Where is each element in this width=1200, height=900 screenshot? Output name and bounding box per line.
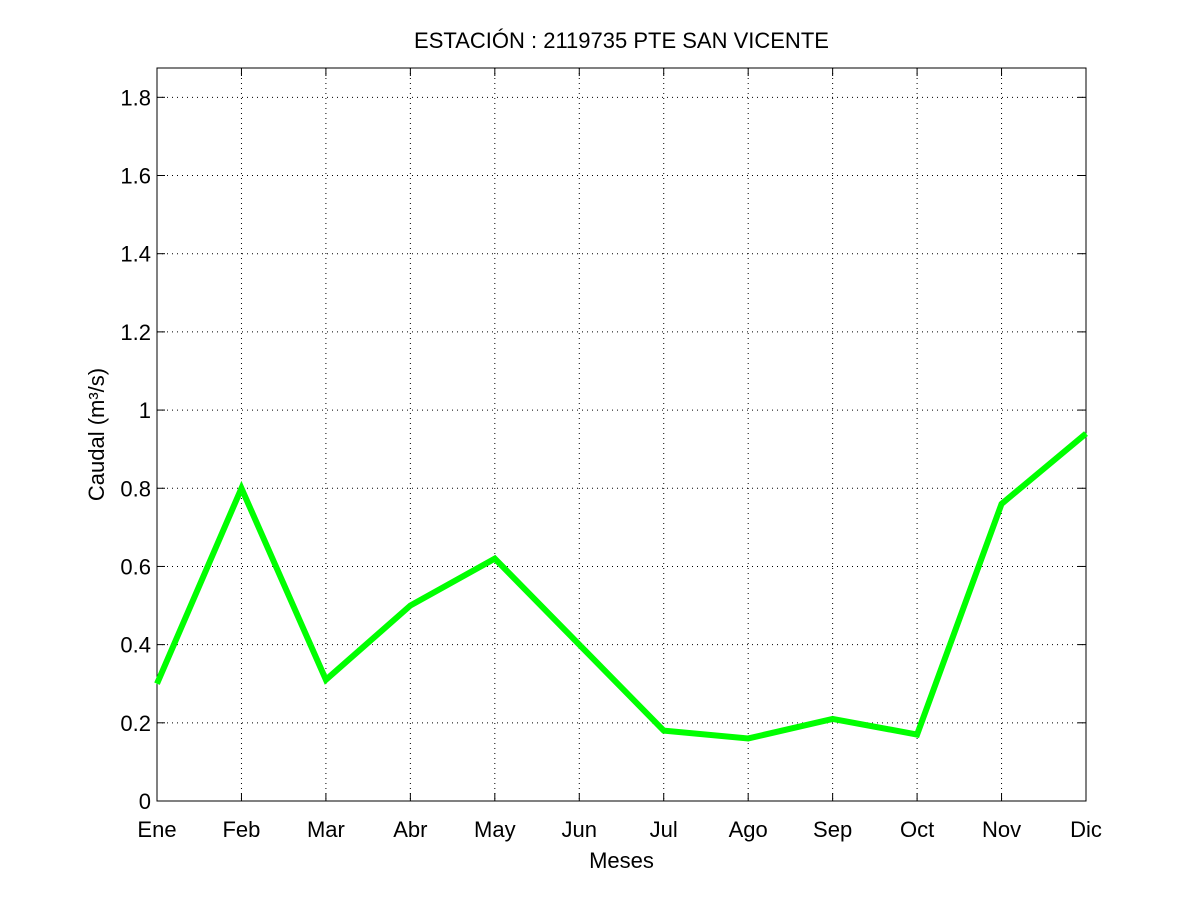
y-tick-label: 1.4 — [120, 242, 151, 267]
chart-title: ESTACIÓN : 2119735 PTE SAN VICENTE — [414, 28, 829, 53]
y-axis-label: Caudal (m³/s) — [84, 368, 109, 501]
data-point-ene — [156, 683, 158, 685]
data-point-sep — [832, 718, 834, 720]
y-tick-label: 1.8 — [120, 85, 151, 110]
y-tick-label: 0.8 — [120, 476, 151, 501]
y-tick-label: 1 — [139, 398, 151, 423]
data-point-nov — [1001, 503, 1003, 505]
y-tick-label: 0.4 — [120, 633, 151, 658]
x-tick-label: Ene — [137, 817, 176, 842]
x-tick-label: Dic — [1070, 817, 1102, 842]
x-tick-label: Nov — [982, 817, 1021, 842]
data-point-jun — [578, 644, 580, 646]
x-tick-label: May — [474, 817, 516, 842]
y-tick-label: 0 — [139, 789, 151, 814]
y-tick-label: 0.2 — [120, 711, 151, 736]
data-point-abr — [409, 605, 411, 607]
x-tick-label: Oct — [900, 817, 934, 842]
x-tick-label: Jun — [562, 817, 597, 842]
x-tick-label: Abr — [393, 817, 427, 842]
data-point-feb — [240, 487, 242, 489]
y-tick-label: 1.2 — [120, 320, 151, 345]
x-axis-label: Meses — [589, 848, 654, 873]
data-point-ago — [747, 737, 749, 739]
x-tick-label: Feb — [222, 817, 260, 842]
data-point-mar — [325, 679, 327, 681]
x-tick-label: Ago — [729, 817, 768, 842]
x-tick-label: Mar — [307, 817, 345, 842]
data-point-oct — [916, 734, 918, 736]
data-point-dic — [1085, 433, 1087, 435]
x-tick-label: Jul — [650, 817, 678, 842]
x-tick-label: Sep — [813, 817, 852, 842]
data-point-may — [494, 558, 496, 560]
series — [154, 431, 1088, 742]
y-tick-label: 0.6 — [120, 554, 151, 579]
data-point-jul — [663, 730, 665, 732]
ticks: 0 0.2 0.4 0.6 0.8 1 1.2 1.4 1.6 1.8 Ene Feb Mar Abr Ma… — [120, 68, 1102, 842]
y-tick-label: 1.6 — [120, 164, 151, 189]
series-line — [154, 431, 1088, 742]
